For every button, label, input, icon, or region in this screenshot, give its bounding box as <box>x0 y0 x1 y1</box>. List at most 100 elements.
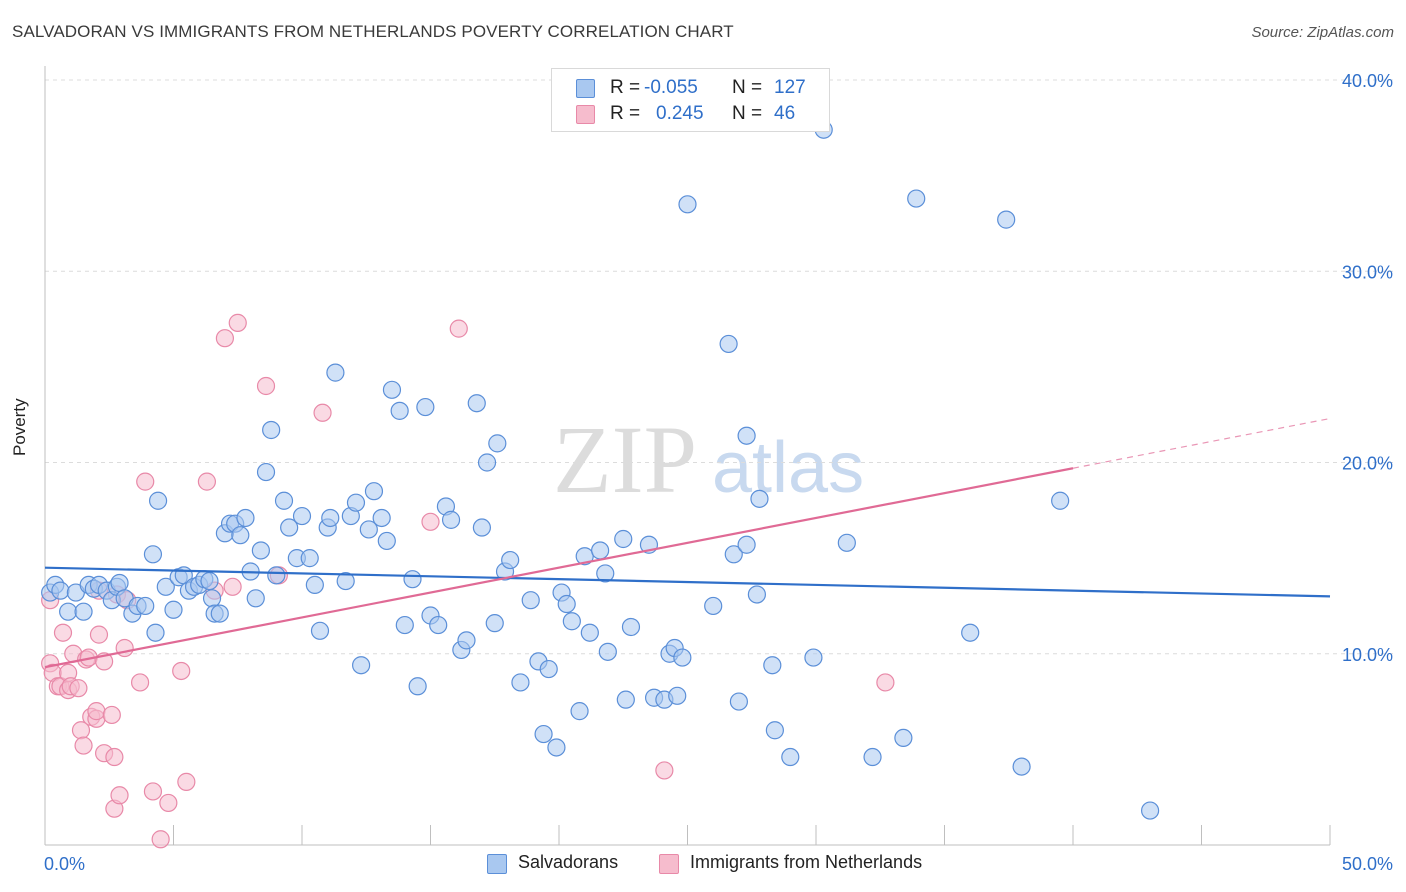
salvadoran-point <box>580 623 599 642</box>
netherlands-point <box>130 673 150 692</box>
trend-lines <box>44 417 1331 669</box>
data-points <box>41 120 1160 849</box>
salvadoran-point <box>74 602 93 621</box>
salvadoran-point <box>997 210 1016 229</box>
salvadoran-point <box>156 577 175 596</box>
n-label: N = <box>732 103 763 124</box>
salvadoran-point <box>416 397 435 417</box>
salvadoran-point <box>668 686 687 705</box>
salvadoran-point <box>326 363 345 382</box>
netherlands-point <box>449 319 468 338</box>
legend-label: Salvadorans <box>518 852 619 872</box>
salvadoran-point <box>894 728 913 748</box>
salvadoran-point <box>729 692 749 711</box>
legend-item-netherlands[interactable]: Immigrants from Netherlands <box>659 852 959 876</box>
salvadoran-point <box>305 575 324 595</box>
salvadoran-point <box>621 617 641 637</box>
salvadoran-point <box>202 589 222 608</box>
netherlands-point <box>151 830 170 849</box>
y-tick-label: 10.0% <box>1342 645 1393 665</box>
salvadoran-point <box>1051 491 1070 510</box>
netherlands-trend-extension <box>1072 417 1331 469</box>
salvadoran-point <box>704 596 723 616</box>
salvadoran-point <box>256 462 276 482</box>
netherlands-point <box>89 625 109 644</box>
watermark-zip: ZIP <box>553 406 697 513</box>
salvadoran-point <box>614 529 633 549</box>
netherlands-point <box>110 786 129 805</box>
salvadoran-point <box>274 491 294 510</box>
pink-swatch-icon <box>576 105 595 124</box>
salvadoran-point <box>562 612 581 631</box>
salvadoran-point <box>837 533 856 552</box>
netherlands-trend-line <box>44 467 1074 669</box>
salvadoran-point <box>148 491 168 510</box>
salvadoran-point <box>441 510 461 529</box>
netherlands-point <box>143 782 163 801</box>
salvadoran-point <box>346 493 366 512</box>
chart-title: SALVADORAN VS IMMIGRANTS FROM NETHERLAND… <box>12 22 734 41</box>
salvadoran-point <box>485 614 504 633</box>
netherlands-point <box>69 679 88 698</box>
netherlands-point <box>102 705 121 725</box>
y-tick-label: 40.0% <box>1342 71 1393 91</box>
n-value: 127 <box>774 77 806 98</box>
salvadoran-point <box>598 642 617 661</box>
salvadoran-point <box>236 508 255 528</box>
salvadoran-point <box>136 596 155 616</box>
n-value: 46 <box>774 103 796 124</box>
salvadoran-point <box>321 508 340 528</box>
salvadoran-point <box>251 541 270 560</box>
salvadoran-point <box>501 550 520 570</box>
salvadoran-point <box>372 508 391 528</box>
salvadoran-point <box>59 602 78 621</box>
source-label: Source: ZipAtlas.com <box>1251 24 1394 41</box>
salvadoran-point <box>765 721 784 740</box>
salvadoran-point <box>673 648 692 667</box>
legend-item-salvadorans[interactable]: Salvadorans <box>487 852 632 876</box>
netherlands-point <box>87 702 106 721</box>
salvadoran-point <box>961 623 980 642</box>
salvadoran-trend-line <box>44 566 1331 598</box>
salvadoran-point <box>364 482 384 501</box>
salvadoran-point <box>521 591 540 610</box>
r-value: 0.245 <box>656 103 704 124</box>
blue-swatch-icon <box>576 79 595 98</box>
salvadoran-point <box>616 690 635 709</box>
salvadoran-point <box>164 600 183 619</box>
salvadoran-point <box>863 747 882 767</box>
netherlands-point <box>136 472 155 491</box>
watermark: ZIP atlas <box>553 406 864 513</box>
salvadoran-point <box>737 535 756 554</box>
netherlands-point <box>197 472 217 491</box>
salvadoran-point <box>352 656 371 675</box>
netherlands-point <box>421 512 440 531</box>
y-tick-label: 30.0% <box>1342 262 1393 282</box>
salvadoran-point <box>781 747 800 767</box>
salvadoran-point <box>804 648 823 667</box>
y-tick-label: 20.0% <box>1342 454 1393 474</box>
correlation-legend: R = -0.055 N = 127 R = 0.245 N = 46 <box>551 68 830 132</box>
n-label: N = <box>732 77 763 98</box>
salvadoran-point <box>231 526 250 545</box>
salvadoran-point <box>678 195 697 214</box>
salvadoran-point <box>292 506 312 526</box>
netherlands-point <box>228 313 247 332</box>
x-tick-label: 50.0% <box>1342 854 1393 874</box>
salvadoran-point <box>51 581 70 600</box>
axes <box>44 66 1331 846</box>
salvadoran-point <box>267 566 286 585</box>
salvadoran-point <box>907 189 926 208</box>
salvadoran-point <box>570 702 589 721</box>
salvadoran-point <box>143 545 163 564</box>
netherlands-point <box>159 793 178 813</box>
salvadoran-point <box>429 615 448 635</box>
salvadoran-point <box>472 518 491 537</box>
netherlands-point <box>74 736 93 755</box>
netherlands-point <box>177 772 196 791</box>
salvadoran-point <box>591 541 610 560</box>
salvadoran-point <box>747 585 766 604</box>
salvadoran-point <box>359 520 378 539</box>
salvadoran-point <box>408 677 427 696</box>
salvadoran-point <box>724 545 743 564</box>
